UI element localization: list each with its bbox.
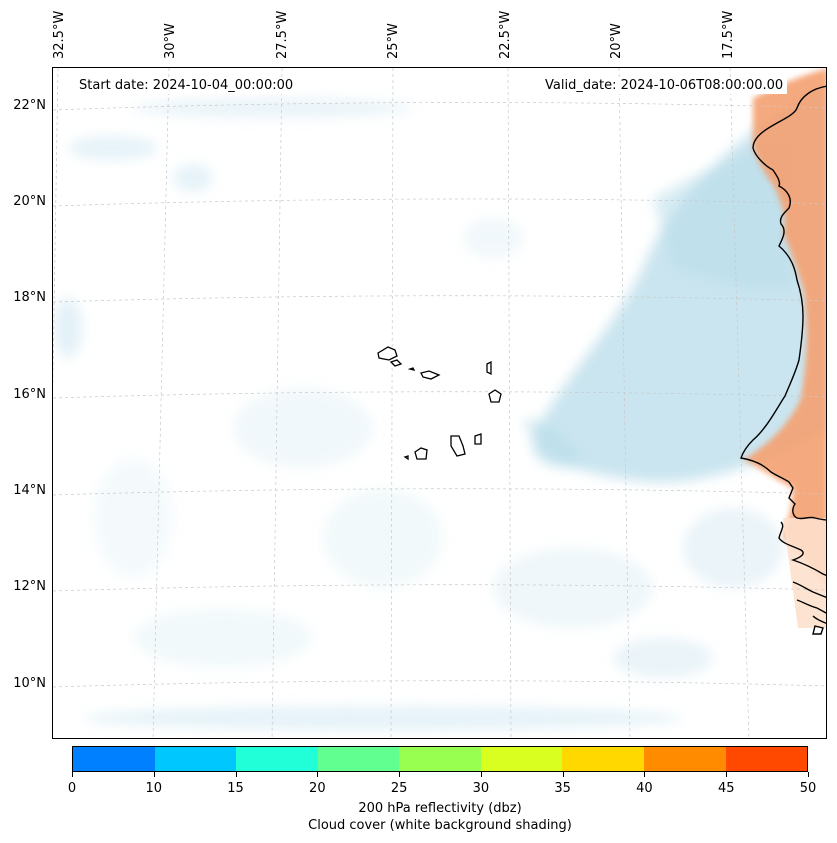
island-brava: [403, 455, 409, 461]
colorbar-tickmark: [808, 772, 809, 777]
island-santo-antao: [377, 346, 398, 361]
lat-label-20n: 20°N: [13, 194, 46, 209]
lon-label-30w: 30°W: [163, 23, 178, 59]
colorbar-segment-1: [154, 747, 237, 771]
island-boa-vista: [488, 389, 502, 403]
lon-label-17-5w: 17.5°W: [721, 10, 736, 59]
colorbar-segment-2: [236, 747, 318, 771]
island-maio: [474, 433, 482, 445]
lon-label-20w: 20°W: [609, 23, 624, 59]
colorbar-tick-label: 15: [227, 781, 244, 796]
colorbar-tick-label: 0: [67, 781, 77, 796]
island-sao-vicente: [389, 359, 403, 367]
colorbar-tickmark: [480, 772, 482, 777]
island-fogo: [414, 447, 428, 460]
colorbar-label-reflectivity: 200 hPa reflectivity (dbz): [358, 801, 522, 816]
colorbar-segment-6: [562, 747, 644, 771]
land-shading: [743, 68, 826, 628]
lon-label-32-5w: 32.5°W: [52, 10, 67, 59]
colorbar-tick-label: 10: [145, 781, 163, 796]
colorbar-tickmark: [399, 772, 401, 777]
colorbar-segment-7: [643, 747, 726, 771]
colorbar-tickmark: [562, 772, 564, 777]
colorbar-tick-label: 50: [799, 781, 817, 796]
lon-label-22-5w: 22.5°W: [498, 10, 513, 59]
island-santiago: [450, 435, 466, 457]
colorbar-tickmark: [153, 772, 155, 777]
colorbar-tick-label: 25: [390, 781, 408, 796]
island-sal: [486, 360, 492, 376]
start-date-annotation: Start date: 2024-10-04_00:00:00: [75, 77, 298, 94]
cape-verde-islands: [377, 346, 502, 461]
island-sao-nicolau: [420, 370, 441, 380]
lat-label-22n: 22°N: [13, 98, 46, 113]
colorbar-tickmark: [644, 772, 646, 777]
colorbar-tick-label: 35: [554, 781, 571, 796]
map-canvas: [53, 68, 826, 738]
coastline: [740, 85, 826, 635]
colorbar-segment-3: [317, 747, 400, 771]
lon-label-27-5w: 27.5°W: [275, 10, 290, 59]
colorbar-tick-label: 40: [636, 781, 653, 796]
colorbar-tickmark: [72, 772, 73, 777]
cloud-cover-shading: [54, 88, 826, 730]
colorbar-segment-4: [399, 747, 481, 771]
colorbar-tickmark: [235, 772, 237, 777]
graticule: [53, 68, 826, 738]
valid-date-annotation: Valid_date: 2024-10-06T08:00:00.00: [541, 77, 788, 94]
lat-label-18n: 18°N: [13, 290, 46, 305]
lat-label-12n: 12°N: [13, 579, 46, 594]
island-santa-luzia: [407, 367, 416, 371]
lat-label-10n: 10°N: [13, 676, 46, 691]
map-panel[interactable]: [52, 67, 827, 739]
colorbar-tick-label: 20: [309, 781, 326, 796]
colorbar-tick-label: 30: [472, 781, 490, 796]
colorbar-tick-label: 45: [717, 781, 735, 796]
reflectivity-colorbar: [72, 746, 808, 772]
lon-label-25w: 25°W: [386, 23, 401, 59]
colorbar-tickmark: [726, 772, 728, 777]
colorbar-label-cloud-cover: Cloud cover (white background shading): [308, 818, 572, 833]
colorbar-segment-0: [73, 747, 155, 771]
lat-label-16n: 16°N: [13, 387, 46, 402]
colorbar-segment-5: [480, 747, 563, 771]
colorbar-segment-8: [725, 747, 808, 771]
colorbar-tickmark: [317, 772, 319, 777]
lat-label-14n: 14°N: [13, 483, 46, 498]
